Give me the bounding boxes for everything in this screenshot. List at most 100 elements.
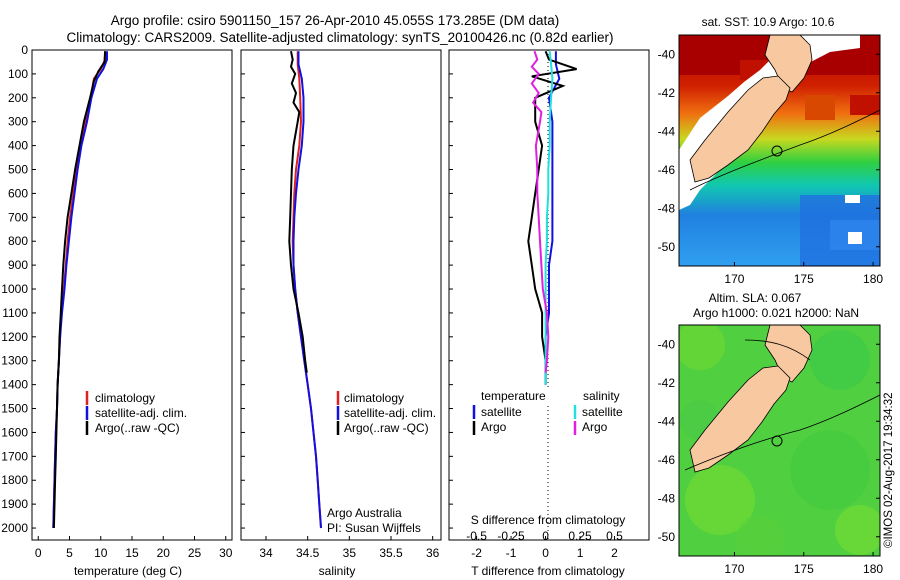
x-tick-label-salinity: 0.25 xyxy=(568,529,592,543)
sla-map-title-line2: Argo h1000: 0.021 h2000: NaN xyxy=(693,306,859,320)
x-tick-label-salinity: -0.5 xyxy=(466,529,487,543)
depth-tick-label: 1500 xyxy=(1,402,28,416)
depth-tick-label: 500 xyxy=(8,163,28,177)
sst-argo-location xyxy=(771,145,783,157)
depth-tick-label: 1600 xyxy=(1,425,28,439)
temperature-legend: climatology satellite-adj. clim. Argo(..… xyxy=(85,391,187,435)
map-y-tick-label: -40 xyxy=(658,47,676,61)
legend-temp-satellite: satellite xyxy=(481,405,522,419)
series-salinity-satellite xyxy=(544,51,554,385)
difference-series xyxy=(527,50,577,385)
map-y-tick-label: -50 xyxy=(658,240,676,254)
x-tick-label: 1 xyxy=(577,546,584,560)
x-tick-label: 20 xyxy=(157,546,171,560)
salinity-annotation-line2: PI: Susan Wijffels xyxy=(327,521,421,535)
sla-north-island xyxy=(764,325,813,383)
sst-north-island xyxy=(764,35,813,93)
legend-title-temperature: temperature xyxy=(481,389,546,403)
sla-map xyxy=(679,325,880,556)
depth-tick-label: 400 xyxy=(8,139,28,153)
sla-south-island xyxy=(689,365,791,473)
x-tick-label: 36 xyxy=(426,546,440,560)
map-y-tick-label: -44 xyxy=(658,124,676,138)
figure-title-line1: Argo profile: csiro 5901150_157 26-Apr-2… xyxy=(111,13,560,28)
legend-sal-argo: Argo xyxy=(582,420,608,434)
x-tick-label: 0 xyxy=(542,546,549,560)
depth-tick-label: 900 xyxy=(8,258,28,272)
x-tick-label-salinity: -0.25 xyxy=(497,529,525,543)
sla-map-title-line1: Altim. SLA: 0.067 xyxy=(709,291,802,305)
sla-map-frame xyxy=(678,324,881,557)
depth-tick-label: 1900 xyxy=(1,497,28,511)
copyright-label: ©IMOS 02-Aug-2017 19:34:32 xyxy=(883,392,895,548)
map-y-tick-label: -48 xyxy=(658,491,676,505)
depth-tick-label: 1100 xyxy=(2,306,28,320)
map-y-tick-label: -42 xyxy=(658,376,676,390)
temperature-series xyxy=(52,51,108,529)
x-tick-label: 15 xyxy=(125,546,139,560)
series-salinity-argo xyxy=(530,50,550,373)
temperature-legend-argo: Argo(..raw -QC) xyxy=(95,421,180,435)
depth-axis: 0 100 200 300 400 500 600 700 800 900 1000 1100 1200… xyxy=(1,43,453,535)
sst-map-axes: 170 175 180 -40 -42 -44 -46 -48 -50 xyxy=(658,47,884,286)
x-tick-label: 10 xyxy=(94,546,108,560)
salinity-annotation-line1: Argo Australia xyxy=(327,506,402,520)
map-x-tick-label: 175 xyxy=(794,272,814,286)
map-y-tick-label: -46 xyxy=(658,453,676,467)
depth-tick-label: 600 xyxy=(8,186,28,200)
series-argo-raw-qc- xyxy=(288,51,308,373)
difference-xlabel-temperature: T difference from climatology xyxy=(471,564,625,578)
x-tick-label: 35 xyxy=(343,546,357,560)
depth-tick-label: 1700 xyxy=(1,449,28,463)
temperature-legend-climatology: climatology xyxy=(95,391,155,405)
x-tick-label: 34.5 xyxy=(296,546,320,560)
depth-tick-label: 100 xyxy=(8,67,28,81)
x-tick-label: 0 xyxy=(35,546,42,560)
map-x-tick-label: 180 xyxy=(863,562,883,576)
depth-tick-label: 2000 xyxy=(1,521,28,535)
x-tick-label-salinity: 0.5 xyxy=(606,529,623,543)
x-tick-label: 25 xyxy=(188,546,202,560)
difference-legend: temperature salinity satellite Argo sate… xyxy=(472,388,623,435)
salinity-x-axis: 34 34.5 35 35.5 36 xyxy=(259,536,440,560)
salinity-legend: climatology satellite-adj. clim. Argo(..… xyxy=(336,391,436,435)
map-y-tick-label: -50 xyxy=(658,530,676,544)
difference-panel-frame xyxy=(448,49,650,541)
sst-map-frame xyxy=(678,34,881,267)
depth-tick-label: 1300 xyxy=(1,354,28,368)
salinity-legend-argo: Argo(..raw -QC) xyxy=(344,421,429,435)
figure-title-line2: Climatology: CARS2009. Satellite-adjuste… xyxy=(66,30,613,45)
x-tick-label: 5 xyxy=(66,546,73,560)
difference-x-axis: -2 -1 0 1 2 -0.5 -0.25 0 0.25 0.5 xyxy=(466,529,623,560)
depth-tick-label: 1200 xyxy=(1,330,28,344)
sla-map-axes: 170 175 180 -40 -42 -44 -46 -48 -50 xyxy=(658,337,884,576)
map-x-tick-label: 180 xyxy=(863,272,883,286)
salinity-legend-satellite: satellite-adj. clim. xyxy=(344,406,436,420)
salinity-panel-frame xyxy=(240,49,442,541)
map-x-tick-label: 175 xyxy=(794,562,814,576)
temperature-legend-satellite: satellite-adj. clim. xyxy=(95,406,187,420)
x-tick-label: -1 xyxy=(506,546,517,560)
salinity-series xyxy=(288,51,322,529)
temperature-xlabel: temperature (deg C) xyxy=(74,564,182,578)
map-y-tick-label: -42 xyxy=(658,86,676,100)
legend-title-salinity: salinity xyxy=(583,389,620,403)
salinity-xlabel: salinity xyxy=(319,564,356,578)
depth-tick-label: 1400 xyxy=(1,378,28,392)
depth-tick-label: 200 xyxy=(8,91,28,105)
depth-tick-label: 800 xyxy=(8,234,28,248)
map-y-tick-label: -48 xyxy=(658,201,676,215)
map-x-tick-label: 170 xyxy=(724,562,744,576)
map-y-tick-label: -40 xyxy=(658,337,676,351)
series-satellite-adj-clim- xyxy=(292,51,322,529)
depth-tick-label: 300 xyxy=(8,115,28,129)
depth-tick-label: 0 xyxy=(21,43,28,57)
map-y-tick-label: -44 xyxy=(658,414,676,428)
map-x-tick-label: 170 xyxy=(724,272,744,286)
depth-tick-label: 700 xyxy=(8,210,28,224)
x-tick-label-salinity: 0 xyxy=(542,529,549,543)
depth-tick-label: 1800 xyxy=(1,473,28,487)
sst-south-island xyxy=(689,75,791,183)
difference-xlabel-salinity: S difference from climatology xyxy=(471,513,626,527)
